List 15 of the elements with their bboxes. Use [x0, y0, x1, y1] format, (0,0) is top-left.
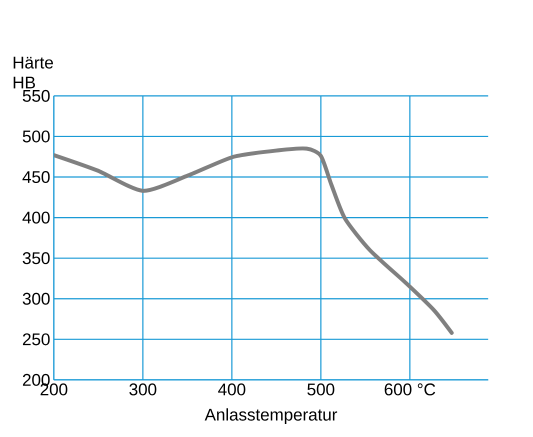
x-axis-title: Anlasstemperatur	[204, 408, 338, 424]
x-tick-label: 500	[307, 384, 334, 396]
y-tick-label: 350	[22, 252, 50, 264]
y-axis-title: Härte HB	[14, 56, 53, 89]
y-tick-label: 550	[22, 90, 50, 102]
y-tick-label: 400	[22, 212, 50, 224]
x-tick-label: 600 °C	[384, 384, 436, 396]
line-series	[54, 146, 454, 336]
y-tick-label: 500	[22, 130, 50, 143]
x-tick-label: 400	[218, 384, 246, 396]
y-tick-label: 300	[22, 292, 50, 305]
x-tick-label: 300	[129, 384, 156, 396]
y-tick-label: 250	[22, 334, 50, 346]
y-tick-label: 450	[22, 171, 50, 184]
x-tick-label: 200	[40, 384, 68, 396]
